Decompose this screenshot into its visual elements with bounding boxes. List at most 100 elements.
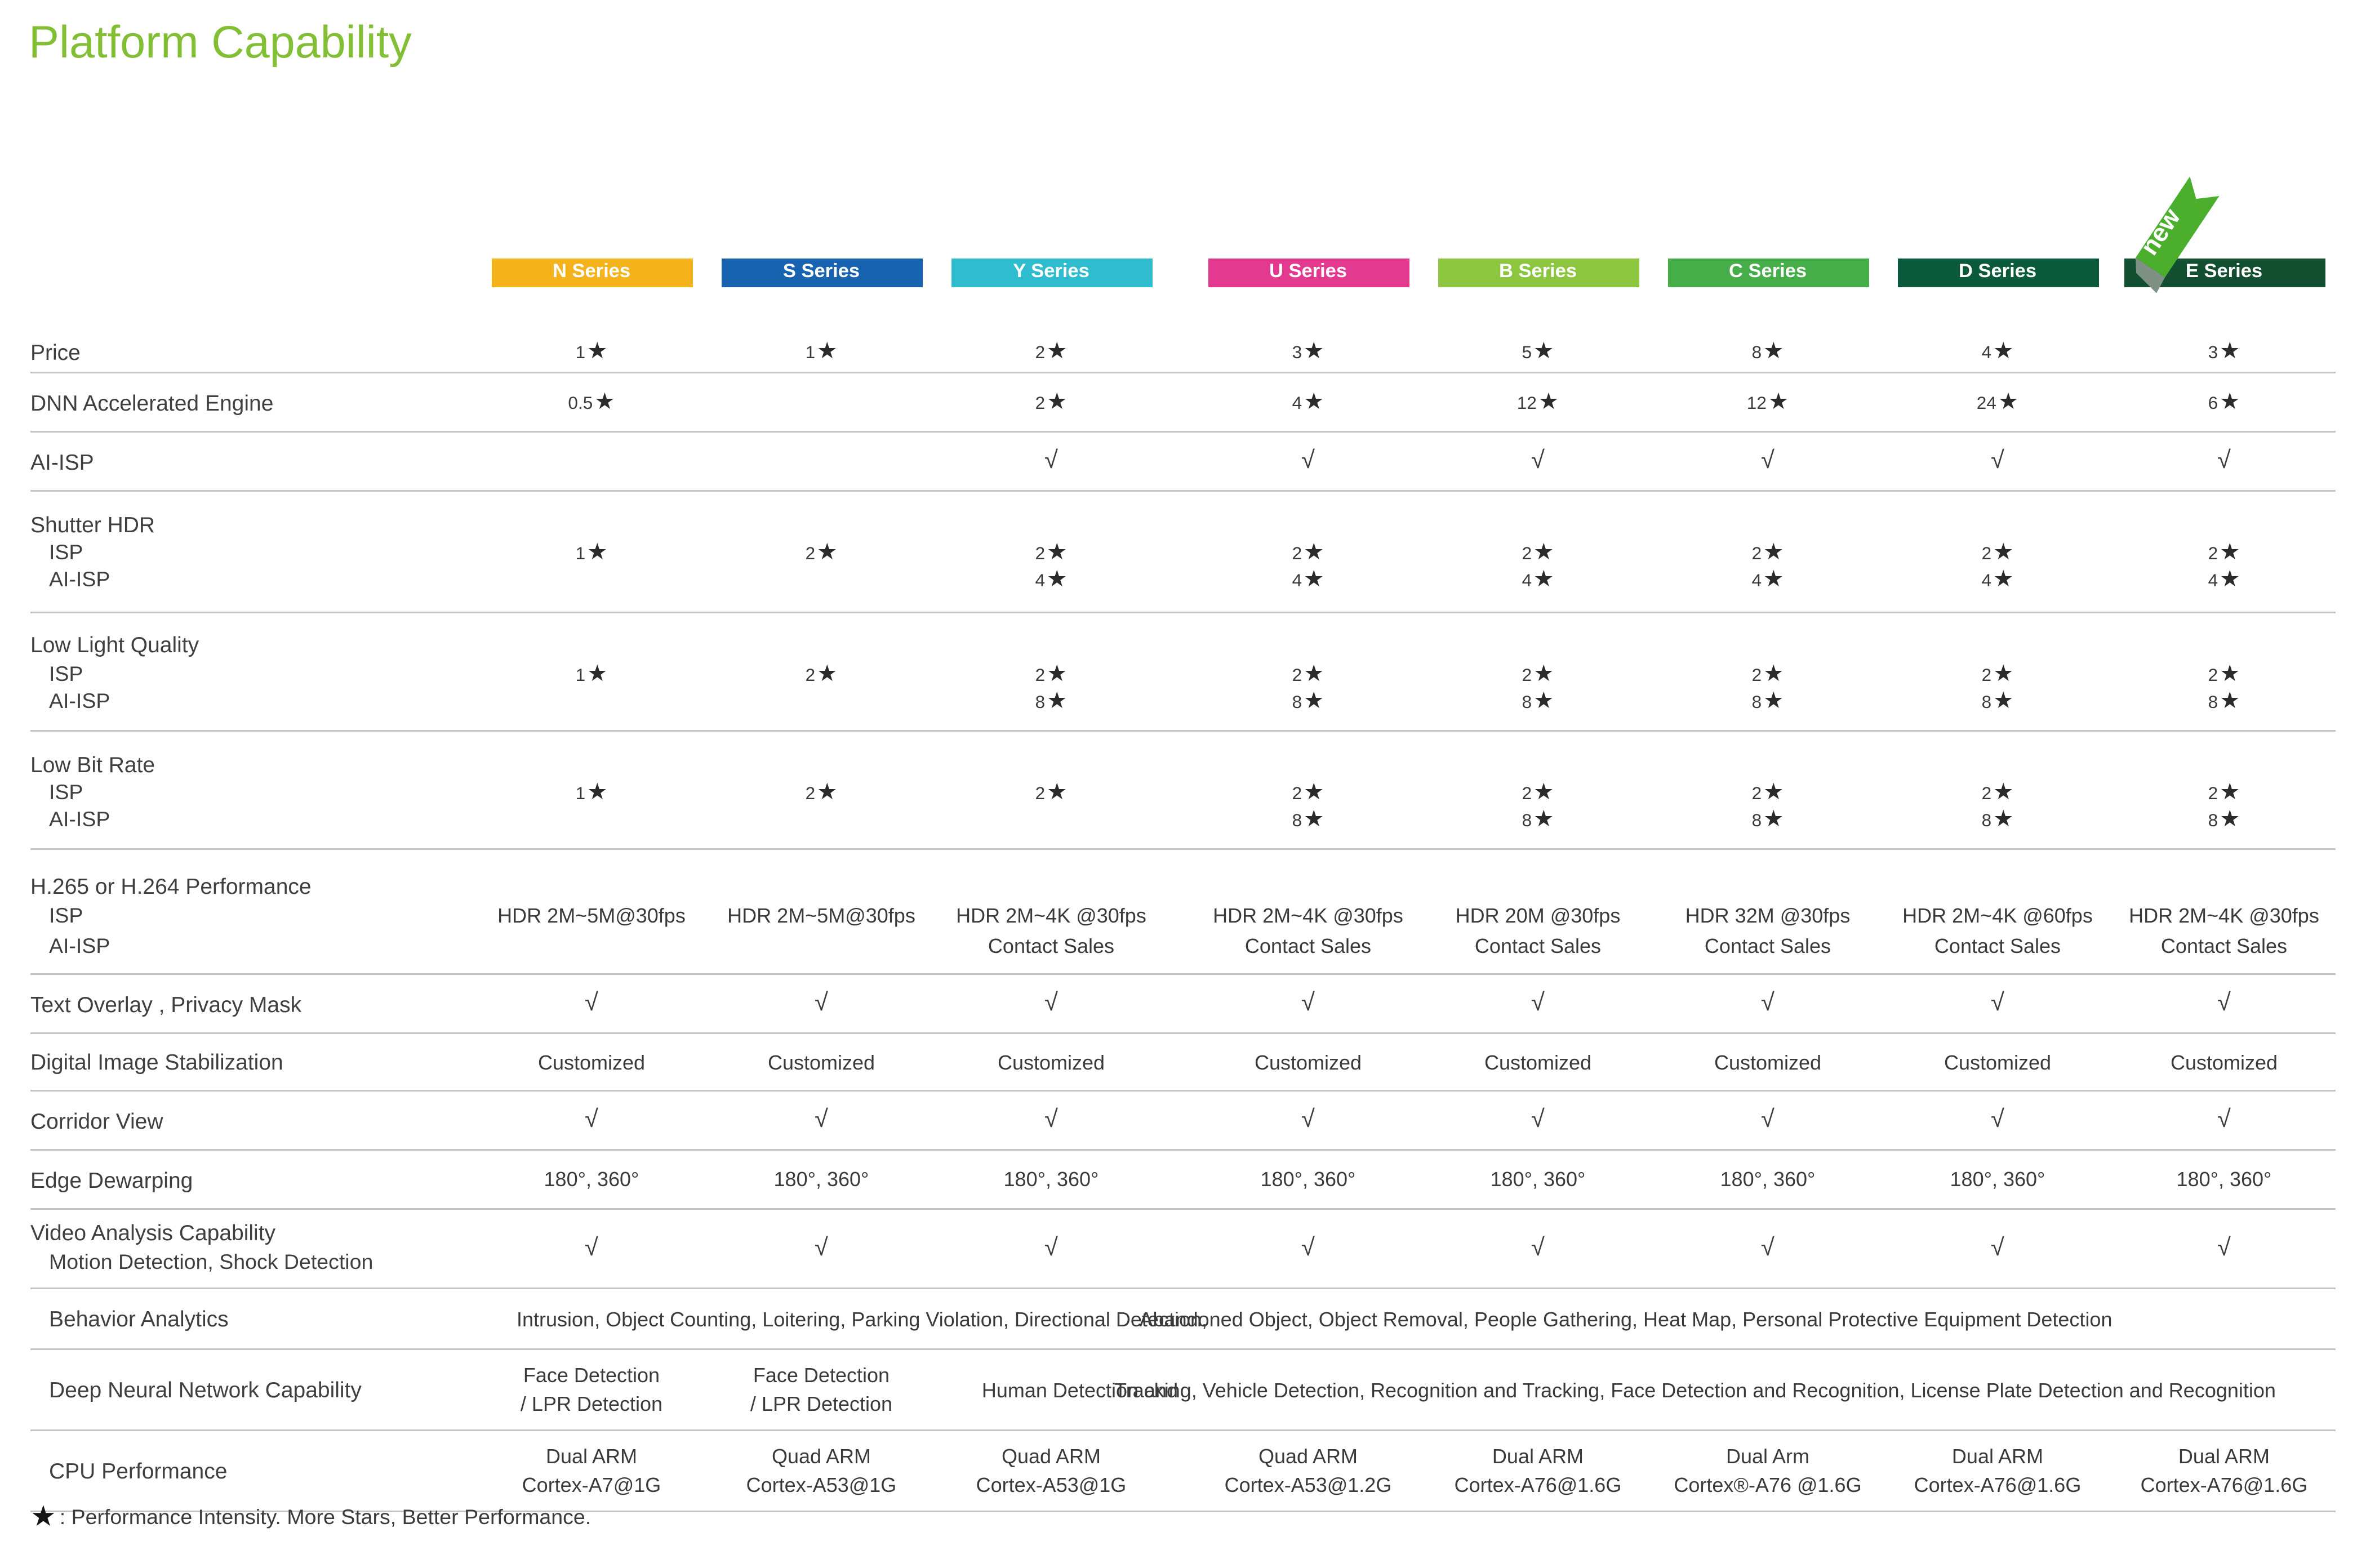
value-cell: 4 ★: [1522, 566, 1554, 593]
value-text: HDR 2M~4K @30fps: [1213, 904, 1403, 928]
check-mark: √: [1531, 1107, 1545, 1134]
value-text: HDR 2M~4K @30fps: [956, 904, 1146, 928]
value-cell: 3 ★: [1292, 338, 1324, 365]
star-icon: ★: [30, 1500, 56, 1533]
value-text: Contact Sales: [1244, 934, 1372, 958]
value-cell: 5 ★: [1522, 338, 1554, 365]
star-count: 2: [1035, 343, 1046, 363]
group-label: Low Bit Rate: [30, 752, 155, 777]
value-cell: 2 ★: [806, 661, 838, 688]
value-cell: 2 ★: [1522, 779, 1554, 806]
star-icon: ★: [2220, 661, 2240, 686]
star-icon: ★: [587, 779, 608, 804]
value-text: HDR 2M~5M@30fps: [727, 904, 915, 928]
value-text: 180°, 360°: [1260, 1168, 1356, 1191]
value-cell: 4 ★: [1982, 566, 2014, 593]
value-cell: 2 ★: [1035, 661, 1068, 688]
sub-row: ISP 1 ★ 2 ★ 2 ★ 2 ★ 2 ★ 2 ★ 2 ★ 2 ★: [30, 539, 2336, 566]
value-line: Face Detection: [523, 1362, 660, 1387]
check-mark: √: [1301, 448, 1315, 475]
value-cell: 0.5 ★: [568, 389, 615, 416]
star-count: 4: [1981, 343, 1992, 363]
value-line: Dual ARM: [1951, 1444, 2044, 1468]
star-count: 1: [575, 784, 586, 804]
value-cell: √: [1301, 1107, 1315, 1134]
star-icon: ★: [1304, 389, 1324, 414]
star-count: 4: [1035, 571, 1046, 591]
star-icon: ★: [1304, 661, 1324, 686]
sub-row: AI-ISP Contact Sales Contact Sales Contact …: [30, 934, 2336, 958]
table-row: Edge Dewarping 180°, 360° 180°, 360° 180°, …: [30, 1151, 2336, 1210]
capability-table: Price 1 ★ 1 ★ 2 ★ 3 ★ 5 ★ 8 ★ 4 ★ 3 ★ DNN Accelerated Eng…: [30, 331, 2336, 1512]
star-icon: ★: [1763, 539, 1784, 564]
star-icon: ★: [1768, 389, 1789, 414]
check-mark: √: [2217, 1235, 2231, 1262]
star-icon: ★: [2220, 389, 2240, 414]
value-lines: Dual ARM Cortex-A76@1.6G: [1914, 1442, 2082, 1500]
value-text: HDR 32M @30fps: [1685, 904, 1851, 928]
value-lines: Face Detection / LPR Detection: [750, 1361, 892, 1419]
row-sublabel: AI-ISP: [49, 934, 110, 958]
row-sublabel: AI-ISP: [49, 808, 110, 831]
value-cell: 4 ★: [1752, 566, 1784, 593]
table-row: Shutter HDR ISP 1 ★ 2 ★ 2 ★ 2 ★ 2 ★ 2 ★ 2 ★ 2 ★ AI-ISP 4 ★ 4 ★…: [30, 492, 2336, 613]
check-mark: √: [2217, 990, 2231, 1017]
value-line: Dual ARM: [2178, 1444, 2270, 1468]
value-text: Customized: [1944, 1050, 2052, 1074]
value-cell: 24 ★: [1977, 389, 2018, 416]
value-cell: √: [1761, 448, 1774, 475]
star-count: 4: [1981, 571, 1992, 591]
value-cell: Dual ARM Cortex-A7@1G: [522, 1442, 661, 1500]
star-count: 4: [1292, 394, 1302, 414]
value-cell: √: [585, 1107, 598, 1134]
value-cell: √: [2217, 448, 2231, 475]
value-cell: 8 ★: [1982, 806, 2014, 833]
check-mark: √: [815, 1235, 828, 1262]
value-cell: Customized: [538, 1050, 645, 1074]
value-cell: 12 ★: [1747, 389, 1789, 416]
value-cell: Contact Sales: [1705, 934, 1831, 958]
value-cell: √: [1761, 1235, 1774, 1262]
table-row: Low Light Quality ISP 1 ★ 2 ★ 2 ★ 2 ★ 2 ★ 2 ★ 2 ★ 2 ★ AI-I…: [30, 613, 2336, 732]
value-cell: 8 ★: [1752, 806, 1784, 833]
row-label: Price: [30, 338, 81, 364]
value-line: Cortex-A53@1.2G: [1224, 1472, 1392, 1496]
star-icon: ★: [2220, 566, 2240, 591]
value-cell: 2 ★: [1035, 539, 1068, 566]
row-sublabel: ISP: [49, 662, 83, 686]
star-icon: ★: [1047, 338, 1068, 363]
value-cell: 8 ★: [2208, 806, 2240, 833]
value-cell: √: [2217, 990, 2231, 1017]
sub-row: ISP 1 ★ 2 ★ 2 ★ 2 ★ 2 ★ 2 ★ 2 ★ 2 ★: [30, 779, 2336, 806]
star-count: 3: [1292, 343, 1302, 363]
star-count: 24: [1976, 394, 1996, 414]
value-text: 180°, 360°: [1003, 1168, 1099, 1191]
star-count: 4: [2208, 571, 2218, 591]
series-badge: S Series: [721, 259, 922, 287]
value-cell: 2 ★: [1292, 661, 1324, 688]
value-cell: 1 ★: [576, 661, 608, 688]
value-cell: 180°, 360°: [2177, 1168, 2272, 1191]
value-text: 180°, 360°: [1490, 1168, 1586, 1191]
sub-row: ISP 1 ★ 2 ★ 2 ★ 2 ★ 2 ★ 2 ★ 2 ★ 2 ★: [30, 661, 2336, 688]
value-line: Dual ARM: [1492, 1444, 1584, 1468]
star-count: 12: [1746, 394, 1767, 414]
star-icon: ★: [1047, 688, 1068, 713]
value-cell: 8 ★: [2208, 688, 2240, 715]
value-cell: Contact Sales: [988, 934, 1114, 958]
star-icon: ★: [1047, 779, 1068, 804]
star-count: 1: [805, 343, 816, 363]
star-count: 1: [575, 343, 586, 363]
series-badge: U Series: [1207, 259, 1409, 287]
value-cell: Quad ARM Cortex-A53@1.2G: [1225, 1442, 1392, 1500]
value-cell: 2 ★: [1752, 779, 1784, 806]
star-count: 2: [1751, 666, 1762, 686]
star-icon: ★: [1304, 688, 1324, 713]
value-cell: √: [2217, 1107, 2231, 1134]
value-cell: √: [1531, 448, 1545, 475]
star-count: 0.5: [568, 394, 593, 414]
value-line: Cortex-A53@1G: [976, 1472, 1127, 1496]
value-text: 180°, 360°: [544, 1168, 639, 1191]
check-mark: √: [1044, 1107, 1058, 1134]
new-ribbon: new: [2134, 176, 2220, 293]
